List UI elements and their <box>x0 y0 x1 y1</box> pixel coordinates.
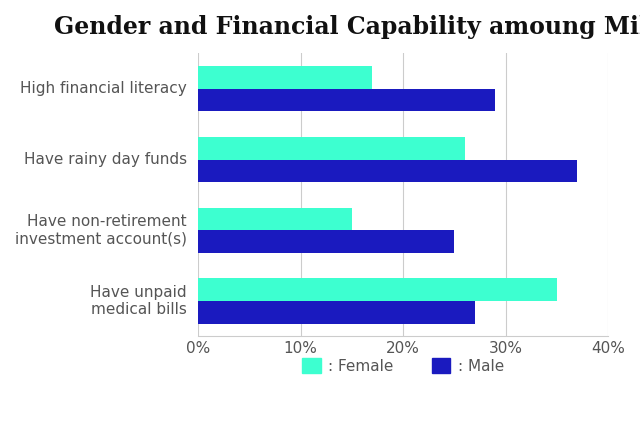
Bar <box>198 160 577 182</box>
Bar <box>198 278 557 301</box>
Bar <box>198 89 495 112</box>
Title: Gender and Financial Capability amoung Millennials: Gender and Financial Capability amoung M… <box>54 15 640 39</box>
Bar <box>198 66 372 89</box>
Bar <box>198 208 352 230</box>
Legend: : Female, : Male: : Female, : Male <box>296 351 510 380</box>
Bar <box>198 230 454 253</box>
Bar <box>198 301 475 324</box>
Bar <box>198 137 465 160</box>
